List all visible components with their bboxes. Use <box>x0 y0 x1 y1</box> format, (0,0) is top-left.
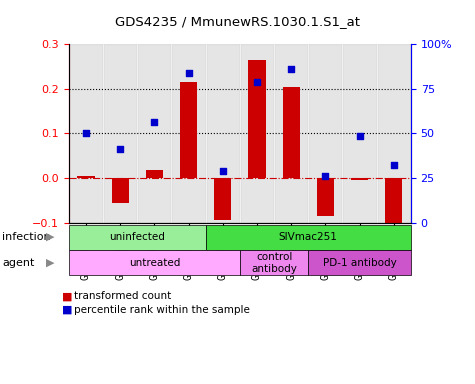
Bar <box>283 86 300 178</box>
Bar <box>351 178 368 180</box>
Text: ▶: ▶ <box>46 258 54 268</box>
Text: PD-1 antibody: PD-1 antibody <box>323 258 397 268</box>
Text: control
antibody: control antibody <box>251 252 297 274</box>
Bar <box>171 44 206 223</box>
Text: ▶: ▶ <box>46 232 54 242</box>
Point <box>322 173 329 179</box>
Text: transformed count: transformed count <box>74 291 171 301</box>
Bar <box>77 176 95 178</box>
Bar <box>180 82 197 178</box>
Bar <box>206 44 240 223</box>
Bar <box>308 44 342 223</box>
Bar <box>146 170 163 178</box>
Bar <box>342 44 377 223</box>
Text: untreated: untreated <box>129 258 180 268</box>
Point <box>253 79 261 85</box>
Bar <box>112 178 129 203</box>
Bar <box>103 44 137 223</box>
Bar <box>137 44 171 223</box>
Bar <box>317 178 334 216</box>
Bar <box>248 60 266 178</box>
Text: SIVmac251: SIVmac251 <box>279 232 338 242</box>
Text: agent: agent <box>2 258 35 268</box>
Bar <box>377 44 411 223</box>
Bar <box>69 44 103 223</box>
Text: GDS4235 / MmunewRS.1030.1.S1_at: GDS4235 / MmunewRS.1030.1.S1_at <box>115 15 360 28</box>
Point <box>82 131 90 137</box>
Point <box>185 70 192 76</box>
Text: ■: ■ <box>62 291 72 301</box>
Bar <box>385 178 402 229</box>
Text: infection: infection <box>2 232 51 242</box>
Point <box>219 168 227 174</box>
Point <box>390 162 398 168</box>
Point <box>116 146 124 152</box>
Text: uninfected: uninfected <box>109 232 165 242</box>
Bar <box>274 44 308 223</box>
Point <box>356 132 363 139</box>
Text: ■: ■ <box>62 305 72 315</box>
Bar <box>214 178 231 220</box>
Bar <box>240 44 274 223</box>
Point <box>287 66 295 72</box>
Point <box>151 119 158 125</box>
Text: percentile rank within the sample: percentile rank within the sample <box>74 305 249 315</box>
